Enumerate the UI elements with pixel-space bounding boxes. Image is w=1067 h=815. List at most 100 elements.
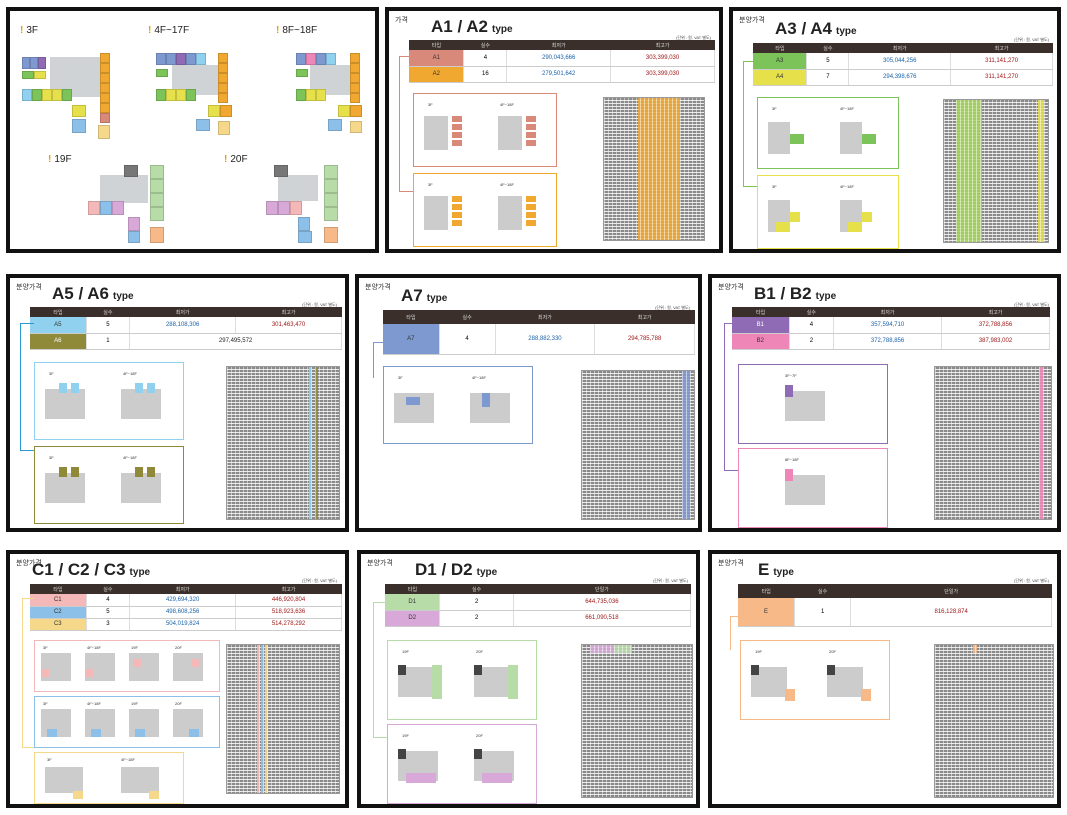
type-cell: E xyxy=(738,598,795,627)
floor-plan-box: 3F 4F~18F xyxy=(34,362,184,440)
unit-plan xyxy=(785,385,829,427)
col-header: 타입 xyxy=(738,584,795,598)
col-header: 타입 xyxy=(753,43,807,53)
col-header: 실수 xyxy=(463,40,507,50)
panel-title: A3 / A4 type xyxy=(775,19,857,38)
min-price-cell: 290,043,666 xyxy=(506,50,612,67)
unit-plan xyxy=(45,763,85,801)
single-price-cell: 816,128,874 xyxy=(850,598,1052,627)
col-header: 최저가 xyxy=(506,40,611,50)
price-table: 타입 실수 최저가 최고가 C1 4 429,694,320 446,920,804 C2 5… xyxy=(30,584,342,631)
type-cell: A1 xyxy=(409,50,465,67)
plan-label: 20F xyxy=(829,649,836,654)
table-row: E 1 816,128,874 xyxy=(738,598,1052,627)
panel-a3-a4: 분양가격 A3 / A4 type (단위 : 원, VAT 별도) 타입 실수 최저… xyxy=(729,7,1061,253)
plan-label: 20F xyxy=(476,733,483,738)
col-header: 타입 xyxy=(385,584,440,594)
connector-line xyxy=(724,323,738,471)
max-price-cell: 294,785,788 xyxy=(594,324,695,355)
unit-price-grid xyxy=(581,370,695,520)
table-row: A1 4 290,043,666 303,399,030 xyxy=(409,50,715,67)
plan-label: 4F~18F xyxy=(500,182,514,187)
unit-note: (단위 : 원, VAT 별도) xyxy=(676,35,711,40)
unit-plan xyxy=(424,112,468,154)
count-cell: 2 xyxy=(789,333,835,350)
count-cell: 5 xyxy=(86,606,131,619)
panel-label: 분양가격 xyxy=(365,284,391,291)
unit-plan xyxy=(751,661,795,703)
table-row: A7 4 288,882,330 294,785,788 xyxy=(383,324,695,355)
count-cell: 3 xyxy=(86,618,131,631)
plan-label: 3F xyxy=(398,375,403,380)
plan-label: 4F~18F xyxy=(840,184,854,189)
min-price-cell: 357,594,710 xyxy=(833,317,943,334)
panel-title: B1 / B2 type xyxy=(754,284,837,303)
col-header: 최저가 xyxy=(833,307,942,317)
col-header: 실수 xyxy=(789,307,834,317)
col-header: 실수 xyxy=(86,307,130,317)
type-cell: A7 xyxy=(383,324,440,355)
floor-label-4f-17f: ! 4F~17F xyxy=(148,25,190,36)
panel-a5-a6: 분양가격 A5 / A6 type (단위 : 원, VAT 별도) 타입 실수 최저… xyxy=(6,274,349,532)
unit-price-grid xyxy=(934,644,1054,798)
panel-title: A1 / A2 type xyxy=(431,17,513,36)
unit-plan xyxy=(840,194,884,236)
floor-plan-box: 3F 4F~18F xyxy=(413,93,557,167)
plan-label: 4F~18F xyxy=(87,645,101,650)
plan-label: 3F xyxy=(49,371,54,376)
col-header: 실수 xyxy=(439,310,496,324)
floor-label-8f-18f: ! 8F~18F xyxy=(276,25,318,36)
type-cell: C1 xyxy=(30,594,87,607)
col-header: 단일가 xyxy=(850,584,1052,598)
plan-label: 4F~18F xyxy=(472,375,486,380)
table-row: A4 7 294,398,676 311,141,270 xyxy=(753,69,1053,86)
plan-label: 20F xyxy=(175,701,182,706)
max-price-cell: 518,923,636 xyxy=(235,606,342,619)
unit-plan xyxy=(768,194,812,236)
connector-line xyxy=(373,342,387,378)
table-row: B1 4 357,594,710 372,788,856 xyxy=(732,317,1050,334)
unit-plan xyxy=(121,467,165,509)
col-header: 최저가 xyxy=(129,584,236,594)
col-header: 최고가 xyxy=(610,40,715,50)
count-cell: 16 xyxy=(463,66,508,83)
floor-plan-8f-18f xyxy=(288,45,375,141)
col-header: 최고가 xyxy=(235,307,342,317)
overview-panel: ! 3F ! 4F~17F ! 8F~18F ! 19F ! 20F xyxy=(6,7,379,253)
col-header: 타입 xyxy=(409,40,464,50)
floor-plan-3f xyxy=(22,45,112,141)
col-header: 실수 xyxy=(794,584,851,598)
floor-plan-box: 19F 20F xyxy=(387,640,537,720)
unit-plan xyxy=(768,116,812,158)
plan-label: 3F~7F xyxy=(785,373,797,378)
table-row: B2 2 372,788,856 387,983,002 xyxy=(732,333,1050,350)
table-row: C3 3 504,019,824 514,278,292 xyxy=(30,618,342,631)
connector-line xyxy=(20,323,34,451)
count-cell: 5 xyxy=(806,53,850,70)
plan-label: 4F~18F xyxy=(123,455,137,460)
panel-label: 분양가격 xyxy=(718,560,744,567)
plan-label: 19F xyxy=(131,701,138,706)
unit-note: (단위 : 원, VAT 별도) xyxy=(1014,37,1049,42)
panel-title: A5 / A6 type xyxy=(52,284,134,303)
unit-plan xyxy=(45,467,89,509)
max-price-cell: 311,141,270 xyxy=(950,69,1053,86)
unit-price-grid xyxy=(943,99,1049,243)
col-header: 타입 xyxy=(30,307,87,317)
count-cell: 4 xyxy=(463,50,508,67)
panel-label: 분양가격 xyxy=(718,284,744,291)
table-row: C2 5 498,608,256 518,923,636 xyxy=(30,606,342,619)
unit-plan xyxy=(474,745,518,787)
max-price-cell: 303,399,030 xyxy=(610,66,715,83)
max-price-cell: 387,983,002 xyxy=(941,333,1050,350)
count-cell: 1 xyxy=(794,598,852,627)
plan-label: 3F xyxy=(49,455,54,460)
table-row: D2 2 661,090,518 xyxy=(385,610,692,627)
min-price-cell: 305,044,256 xyxy=(848,53,952,70)
price-table: 타입 실수 최저가 최고가 B1 4 357,594,710 372,788,856 B2 2… xyxy=(732,307,1050,350)
col-header: 최저가 xyxy=(848,43,951,53)
unit-note: (단위 : 원, VAT 별도) xyxy=(1014,578,1049,583)
max-price-cell: 372,788,856 xyxy=(941,317,1050,334)
